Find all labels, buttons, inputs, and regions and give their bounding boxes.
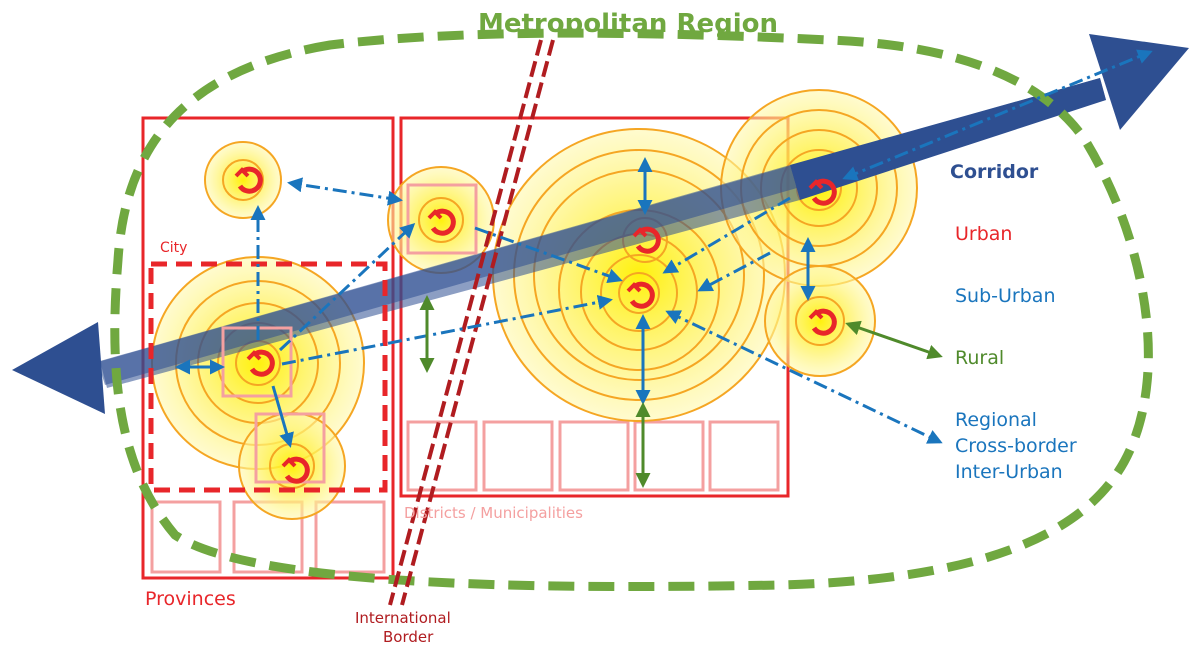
districts-label: Districts / Municipalities xyxy=(404,504,583,522)
urban-connections xyxy=(175,157,816,448)
legend-regional-line3: Inter-Urban xyxy=(955,461,1063,483)
legend-sub-urban: Sub-Urban xyxy=(955,285,1055,307)
province-box-left xyxy=(141,116,395,580)
metropolitan-region-outline xyxy=(110,28,1153,592)
legend-rural: Rural xyxy=(955,347,1004,369)
legend-urban: Urban xyxy=(955,223,1012,245)
border-label-line1: International xyxy=(355,609,451,627)
urban-glow-circles xyxy=(151,89,918,520)
border-label-line2: Border xyxy=(383,628,434,646)
international-border xyxy=(388,39,555,606)
districts-right xyxy=(406,420,780,492)
urban-cycle-icons xyxy=(234,166,837,484)
provinces-label: Provinces xyxy=(145,588,236,610)
city-box xyxy=(148,261,388,493)
city-label: City xyxy=(160,240,187,256)
rural-connections xyxy=(419,295,943,488)
legend-regional-line1: Regional xyxy=(955,409,1037,431)
sub-urban-connections xyxy=(250,49,1153,444)
region-title: Metropolitan Region xyxy=(478,9,778,39)
legend-regional-line2: Cross-border xyxy=(955,435,1077,457)
legend-corridor: Corridor xyxy=(950,161,1039,183)
